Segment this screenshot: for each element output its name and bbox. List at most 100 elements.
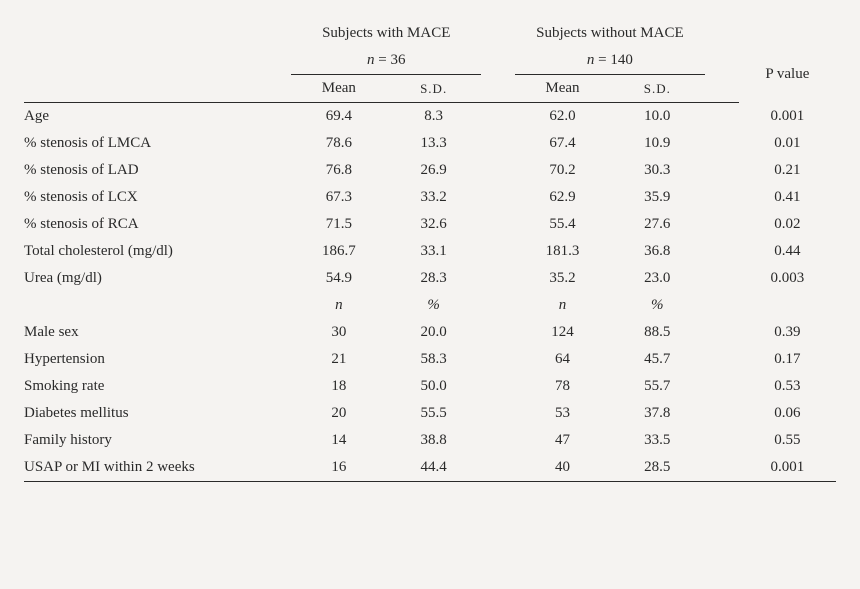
row-label: % stenosis of LAD xyxy=(24,157,291,184)
cell-g1-pct: 44.4 xyxy=(386,454,481,482)
table-row: Hypertension2158.36445.70.17 xyxy=(24,346,836,373)
header-group-row: Subjects with MACE Subjects without MACE xyxy=(24,20,836,47)
cell-g2-pct: 37.8 xyxy=(610,400,705,427)
group1-n: n = 36 xyxy=(291,47,481,75)
group1-title: Subjects with MACE xyxy=(291,20,481,47)
cell-g1-mean: 67.3 xyxy=(291,184,386,211)
cell-g1-sd: 33.1 xyxy=(386,238,481,265)
cell-pvalue: 0.44 xyxy=(739,238,836,265)
mace-comparison-table: Subjects with MACE Subjects without MACE… xyxy=(24,20,836,482)
cell-g1-mean: 69.4 xyxy=(291,103,386,131)
cell-g1-sd: 8.3 xyxy=(386,103,481,131)
cell-pvalue: 0.39 xyxy=(739,319,836,346)
row-label: Smoking rate xyxy=(24,373,291,400)
group2-mean-header: Mean xyxy=(515,75,610,103)
table-row: Smoking rate1850.0 7855.7 0.53 xyxy=(24,373,836,400)
cell-g2-n: 40 xyxy=(515,454,610,482)
cell-g1-mean: 186.7 xyxy=(291,238,386,265)
cell-g1-n: 21 xyxy=(291,346,386,373)
cell-g1-n: 18 xyxy=(291,373,386,400)
cell-g1-n: 30 xyxy=(291,319,386,346)
table-row: Total cholesterol (mg/dl)186.733.1181.33… xyxy=(24,238,836,265)
cell-g1-pct: 50.0 xyxy=(386,373,481,400)
group2-pct-header: % xyxy=(610,292,705,319)
cell-g1-mean: 54.9 xyxy=(291,265,386,292)
row-label: Male sex xyxy=(24,319,291,346)
cell-pvalue: 0.06 xyxy=(739,400,836,427)
cell-g1-mean: 76.8 xyxy=(291,157,386,184)
cell-g2-sd: 10.0 xyxy=(610,103,705,131)
cell-g2-sd: 30.3 xyxy=(610,157,705,184)
cell-g1-n: 16 xyxy=(291,454,386,482)
cell-g1-pct: 55.5 xyxy=(386,400,481,427)
row-label: Family history xyxy=(24,427,291,454)
mid-header-row: n % n % xyxy=(24,292,836,319)
table-row: % stenosis of LCX67.333.2 62.935.9 0.41 xyxy=(24,184,836,211)
row-label: Diabetes mellitus xyxy=(24,400,291,427)
cell-g2-sd: 27.6 xyxy=(610,211,705,238)
pvalue-header: P value xyxy=(739,47,836,103)
row-label: % stenosis of LCX xyxy=(24,184,291,211)
cell-g2-n: 53 xyxy=(515,400,610,427)
cell-g1-sd: 13.3 xyxy=(386,130,481,157)
cell-g2-n: 64 xyxy=(515,346,610,373)
cell-pvalue: 0.001 xyxy=(739,454,836,482)
group1-mean-header: Mean xyxy=(291,75,386,103)
group2-n-header: n xyxy=(515,292,610,319)
cell-g1-pct: 38.8 xyxy=(386,427,481,454)
table-row: Age69.48.3 62.010.0 0.001 xyxy=(24,103,836,131)
cell-pvalue: 0.53 xyxy=(739,373,836,400)
cell-g2-mean: 62.9 xyxy=(515,184,610,211)
cell-pvalue: 0.55 xyxy=(739,427,836,454)
cell-g1-sd: 28.3 xyxy=(386,265,481,292)
table-row: Male sex3020.0 12488.5 0.39 xyxy=(24,319,836,346)
cell-pvalue: 0.01 xyxy=(739,130,836,157)
row-label: Age xyxy=(24,103,291,131)
cell-g2-sd: 35.9 xyxy=(610,184,705,211)
cell-g1-sd: 33.2 xyxy=(386,184,481,211)
table-row: % stenosis of LAD76.826.970.230.30.21 xyxy=(24,157,836,184)
row-label: Urea (mg/dl) xyxy=(24,265,291,292)
cell-g1-mean: 78.6 xyxy=(291,130,386,157)
group2-n: n = 140 xyxy=(515,47,705,75)
table-row: % stenosis of LMCA78.613.3 67.410.9 0.01 xyxy=(24,130,836,157)
cell-g1-pct: 20.0 xyxy=(386,319,481,346)
group1-sd-header: S.D. xyxy=(386,75,481,103)
cell-g2-mean: 35.2 xyxy=(515,265,610,292)
group2-sd-header: S.D. xyxy=(610,75,705,103)
cell-g1-sd: 26.9 xyxy=(386,157,481,184)
cell-g1-n: 14 xyxy=(291,427,386,454)
group2-title: Subjects without MACE xyxy=(515,20,705,47)
cell-g2-sd: 10.9 xyxy=(610,130,705,157)
table-row: USAP or MI within 2 weeks1644.44028.50.0… xyxy=(24,454,836,482)
cell-pvalue: 0.003 xyxy=(739,265,836,292)
row-label: % stenosis of LMCA xyxy=(24,130,291,157)
cell-g2-mean: 67.4 xyxy=(515,130,610,157)
cell-g2-n: 47 xyxy=(515,427,610,454)
cell-g2-mean: 70.2 xyxy=(515,157,610,184)
table-row: Family history1438.8 4733.5 0.55 xyxy=(24,427,836,454)
group1-n-header: n xyxy=(291,292,386,319)
cell-g2-mean: 55.4 xyxy=(515,211,610,238)
cell-g2-n: 78 xyxy=(515,373,610,400)
cell-g2-n: 124 xyxy=(515,319,610,346)
group1-pct-header: % xyxy=(386,292,481,319)
row-label: Total cholesterol (mg/dl) xyxy=(24,238,291,265)
table-row: Diabetes mellitus2055.55337.80.06 xyxy=(24,400,836,427)
cell-g2-pct: 55.7 xyxy=(610,373,705,400)
row-label: Hypertension xyxy=(24,346,291,373)
cell-g2-pct: 28.5 xyxy=(610,454,705,482)
cell-g2-mean: 181.3 xyxy=(515,238,610,265)
cell-pvalue: 0.001 xyxy=(739,103,836,131)
table-row: Urea (mg/dl)54.928.3 35.223.0 0.003 xyxy=(24,265,836,292)
cell-g2-pct: 88.5 xyxy=(610,319,705,346)
cell-g2-mean: 62.0 xyxy=(515,103,610,131)
cell-pvalue: 0.41 xyxy=(739,184,836,211)
cell-g2-pct: 45.7 xyxy=(610,346,705,373)
cell-g2-sd: 23.0 xyxy=(610,265,705,292)
table-row: % stenosis of RCA71.532.655.427.60.02 xyxy=(24,211,836,238)
cell-g2-pct: 33.5 xyxy=(610,427,705,454)
cell-g1-pct: 58.3 xyxy=(386,346,481,373)
cell-g1-sd: 32.6 xyxy=(386,211,481,238)
cell-pvalue: 0.02 xyxy=(739,211,836,238)
